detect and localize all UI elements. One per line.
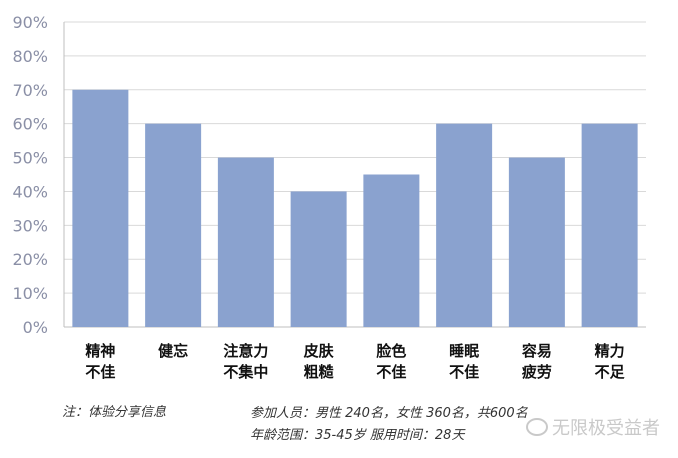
x-category-label: 精神: [85, 342, 115, 360]
source-note: 注：体验分享信息: [62, 405, 167, 420]
bar: [145, 123, 202, 328]
bar: [436, 123, 493, 328]
participants-note: 参加人员：男性 240名，女性 360名，共600名: [250, 406, 528, 421]
x-category-label: 疲劳: [522, 363, 552, 381]
bar: [508, 157, 565, 327]
x-category-label: 不足: [595, 363, 626, 381]
watermark: 无限极受益者: [526, 414, 660, 440]
x-category-label: 不佳: [449, 363, 479, 381]
wechat-icon: [526, 418, 548, 436]
x-category-label: 脸色: [376, 342, 406, 360]
x-category-label: 粗糙: [304, 363, 334, 381]
y-tick-label: 10%: [12, 284, 48, 303]
age-duration-note: 年龄范围：35-45岁 服用时间：28天: [250, 428, 465, 443]
x-category-label: 健忘: [158, 342, 188, 360]
x-category-label: 精力: [595, 342, 625, 360]
y-tick-label: 80%: [12, 47, 48, 66]
x-category-label: 睡眠: [449, 342, 479, 360]
y-tick-label: 20%: [12, 250, 48, 269]
x-category-label: 不集中: [223, 363, 268, 381]
watermark-text: 无限极受益者: [552, 418, 660, 439]
y-tick-label: 30%: [12, 216, 48, 235]
y-tick-label: 90%: [12, 13, 48, 32]
y-tick-label: 40%: [12, 182, 48, 201]
bars: [72, 89, 638, 328]
x-category-label: 皮肤: [304, 342, 335, 360]
y-tick-label: 60%: [12, 115, 48, 134]
y-tick-labels: 0% 10% 20% 30% 40% 50% 60% 70% 80% 90%: [12, 13, 48, 337]
x-category-label: 不佳: [376, 363, 406, 381]
y-tick-label: 70%: [12, 81, 48, 100]
bar: [217, 157, 274, 327]
bar: [72, 89, 129, 328]
bar: [290, 191, 347, 327]
x-category-label: 注意力: [223, 342, 268, 360]
bar: [363, 174, 420, 327]
x-category-label: 容易: [521, 342, 552, 360]
y-tick-label: 50%: [12, 149, 48, 168]
x-category-label: 不佳: [85, 363, 115, 381]
bar: [581, 123, 638, 328]
y-tick-label: 0%: [23, 318, 48, 337]
